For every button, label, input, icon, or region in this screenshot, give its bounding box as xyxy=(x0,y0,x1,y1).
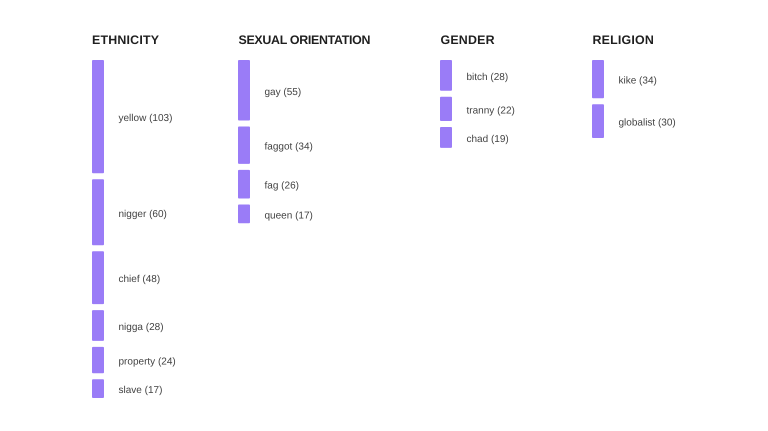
svg-text:nigger (60): nigger (60) xyxy=(119,209,167,220)
svg-text:fag (26): fag (26) xyxy=(265,181,299,192)
svg-text:tranny (22): tranny (22) xyxy=(467,105,515,116)
svg-text:SEXUAL ORIENTATION: SEXUAL ORIENTATION xyxy=(239,33,371,47)
svg-text:chief (48): chief (48) xyxy=(119,274,161,285)
svg-text:faggot (34): faggot (34) xyxy=(265,142,313,153)
svg-text:gay (55): gay (55) xyxy=(265,87,302,98)
svg-text:chad (19): chad (19) xyxy=(467,134,509,145)
svg-text:property (24): property (24) xyxy=(119,357,176,368)
svg-text:GENDER: GENDER xyxy=(441,33,495,47)
svg-text:slave (17): slave (17) xyxy=(119,385,163,396)
svg-text:bitch (28): bitch (28) xyxy=(467,72,509,83)
svg-text:yellow (103): yellow (103) xyxy=(119,113,173,124)
svg-text:RELIGION: RELIGION xyxy=(593,33,655,47)
svg-text:kike (34): kike (34) xyxy=(619,76,657,87)
svg-text:queen (17): queen (17) xyxy=(265,210,313,221)
svg-text:ETHNICITY: ETHNICITY xyxy=(92,33,160,47)
svg-text:nigga (28): nigga (28) xyxy=(119,322,164,333)
svg-text:globalist (30): globalist (30) xyxy=(619,118,676,129)
